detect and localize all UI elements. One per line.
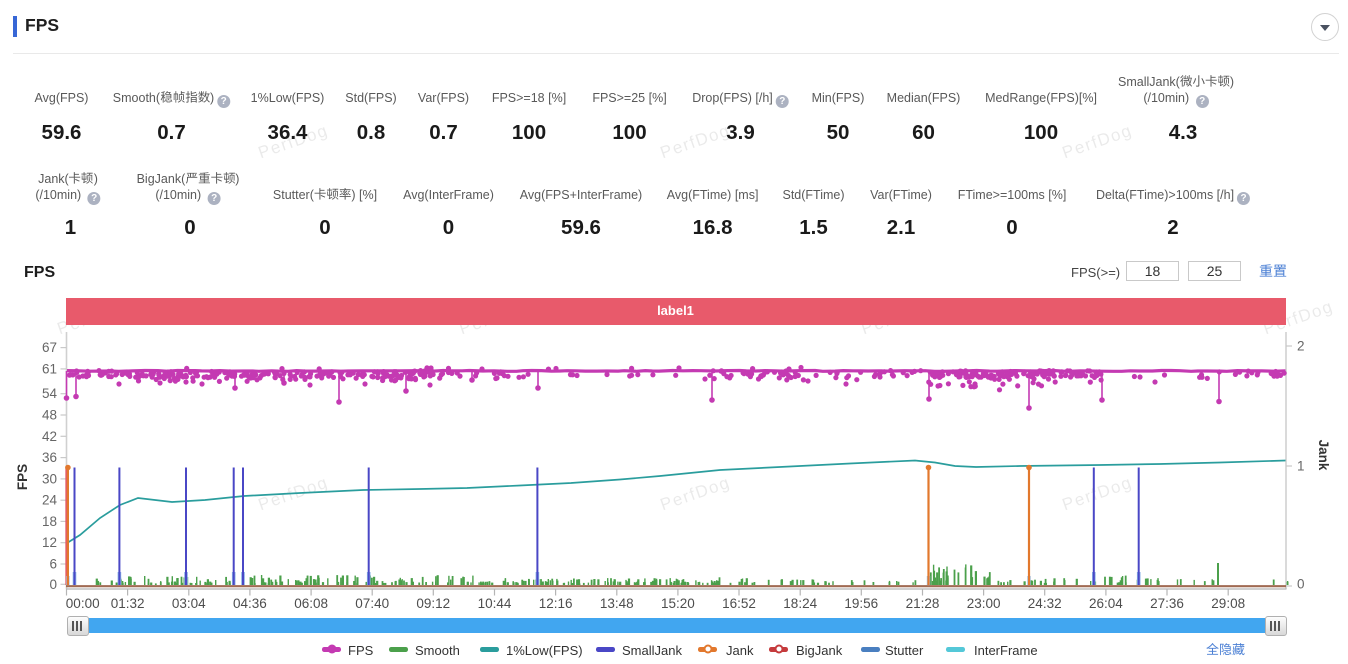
svg-text:27:36: 27:36 [1150,596,1184,611]
svg-text:01:32: 01:32 [111,596,145,611]
svg-text:0: 0 [1297,577,1305,592]
svg-text:09:12: 09:12 [416,596,450,611]
svg-text:03:04: 03:04 [172,596,206,611]
svg-text:36: 36 [42,450,57,465]
svg-text:2: 2 [1297,339,1305,354]
svg-text:00:00: 00:00 [66,596,100,611]
svg-text:15:20: 15:20 [661,596,695,611]
svg-text:61: 61 [42,361,57,376]
svg-text:07:40: 07:40 [355,596,389,611]
svg-text:12: 12 [42,535,57,550]
svg-text:0: 0 [49,577,57,592]
svg-text:06:08: 06:08 [294,596,328,611]
svg-text:18: 18 [42,514,57,529]
svg-text:54: 54 [42,386,58,401]
svg-text:23:00: 23:00 [967,596,1001,611]
svg-text:48: 48 [42,408,57,423]
svg-text:12:16: 12:16 [539,596,573,611]
svg-text:19:56: 19:56 [844,596,878,611]
svg-text:FPS: FPS [15,464,30,490]
svg-text:04:36: 04:36 [233,596,267,611]
svg-text:29:08: 29:08 [1211,596,1245,611]
svg-text:13:48: 13:48 [600,596,634,611]
svg-text:24:32: 24:32 [1028,596,1062,611]
svg-text:1: 1 [1297,459,1305,474]
svg-text:10:44: 10:44 [478,596,512,611]
svg-text:18:24: 18:24 [783,596,817,611]
svg-text:6: 6 [49,557,57,572]
svg-text:Jank: Jank [1316,440,1331,471]
svg-text:42: 42 [42,429,57,444]
svg-text:26:04: 26:04 [1089,596,1123,611]
svg-text:30: 30 [42,471,57,486]
svg-text:24: 24 [42,493,58,508]
svg-text:16:52: 16:52 [722,596,756,611]
svg-text:67: 67 [42,340,57,355]
svg-text:21:28: 21:28 [906,596,940,611]
